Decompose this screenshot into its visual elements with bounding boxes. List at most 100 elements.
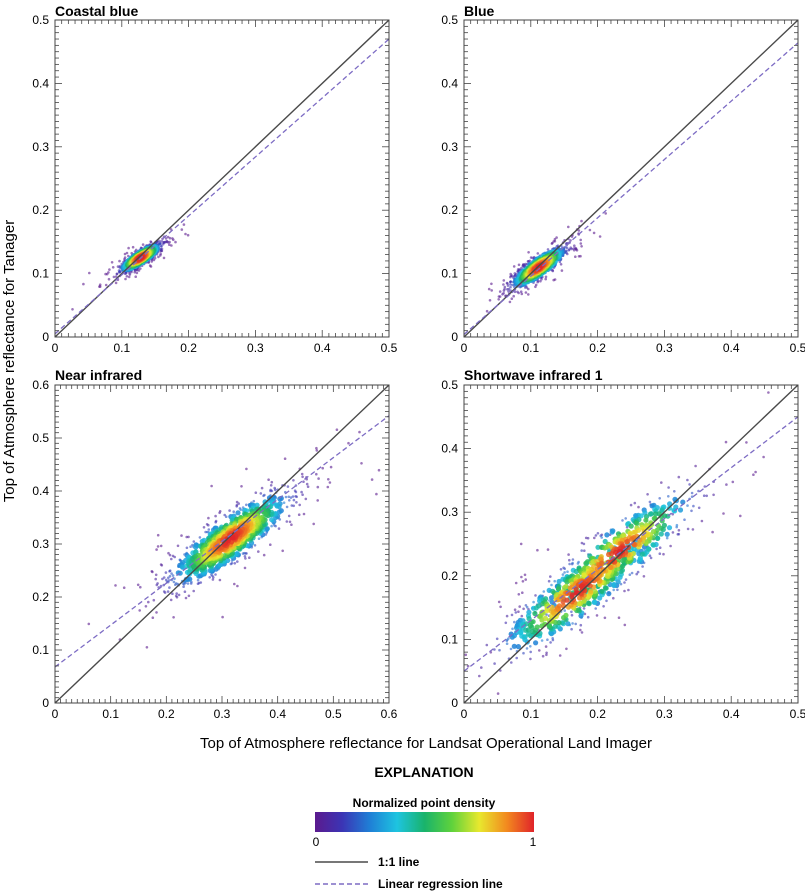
axis-ticks xyxy=(54,19,390,338)
data-point xyxy=(506,282,509,285)
y-tick-label: 0 xyxy=(451,696,458,710)
data-point xyxy=(267,478,270,482)
data-point xyxy=(634,520,640,527)
y-tick-label: 0.2 xyxy=(441,569,458,583)
data-point xyxy=(288,520,292,524)
data-point xyxy=(252,499,256,503)
data-point xyxy=(290,504,294,507)
x-tick-label: 0.3 xyxy=(247,341,264,355)
data-point xyxy=(675,525,678,529)
data-point xyxy=(174,594,178,598)
data-point xyxy=(529,624,535,630)
data-point xyxy=(574,622,577,626)
data-point xyxy=(767,391,770,394)
data-point xyxy=(283,457,287,461)
data-point xyxy=(233,562,237,565)
data-point xyxy=(82,282,85,286)
data-point xyxy=(170,557,173,561)
x-tick-label: 0.3 xyxy=(656,707,673,721)
data-point xyxy=(202,526,206,529)
data-point xyxy=(556,603,563,609)
data-point xyxy=(208,576,211,579)
data-point xyxy=(269,517,275,523)
data-point xyxy=(478,674,481,678)
data-point xyxy=(518,605,521,608)
data-point xyxy=(466,664,470,668)
data-point xyxy=(214,573,217,576)
y-tick-label: 0 xyxy=(42,696,49,710)
data-point xyxy=(532,610,538,617)
data-point xyxy=(702,494,706,498)
data-point xyxy=(248,556,251,559)
data-point xyxy=(154,577,157,581)
data-point xyxy=(499,605,502,609)
panel-title: Coastal blue xyxy=(55,3,138,19)
y-tick-label: 0.5 xyxy=(32,431,49,445)
legend-label: 1:1 line xyxy=(378,855,420,869)
data-point xyxy=(114,584,117,587)
data-point xyxy=(138,609,141,612)
data-point xyxy=(648,500,652,504)
data-point xyxy=(292,479,295,482)
data-point xyxy=(563,583,569,590)
data-point xyxy=(528,259,532,263)
data-point xyxy=(658,531,664,537)
data-point xyxy=(160,564,164,567)
data-point xyxy=(107,277,111,281)
data-point xyxy=(139,585,142,589)
data-point xyxy=(560,269,564,272)
y-tick-label: 0.5 xyxy=(441,378,458,392)
data-point xyxy=(224,515,228,518)
data-point xyxy=(635,572,638,576)
data-point xyxy=(172,616,175,619)
data-point xyxy=(544,277,547,281)
y-tick-labels: 0 0.1 0.2 0.3 0.4 0.5 xyxy=(441,13,458,344)
data-point xyxy=(667,486,670,489)
data-point xyxy=(111,266,115,269)
y-tick-label: 0 xyxy=(42,330,49,344)
data-point xyxy=(277,527,281,530)
y-tick-label: 0.6 xyxy=(32,378,49,392)
data-point xyxy=(676,533,680,536)
data-point xyxy=(627,588,630,592)
data-point xyxy=(559,568,563,571)
data-point xyxy=(98,283,102,287)
data-point xyxy=(498,290,502,293)
data-point xyxy=(650,542,656,548)
data-point xyxy=(171,574,175,577)
data-point xyxy=(184,232,187,236)
data-point xyxy=(207,528,211,531)
data-point xyxy=(108,268,111,271)
data-point xyxy=(152,598,156,602)
data-point xyxy=(563,609,566,612)
data-point xyxy=(507,287,511,291)
data-point xyxy=(192,540,196,543)
data-point xyxy=(358,430,361,434)
data-point xyxy=(533,640,539,646)
data-point xyxy=(114,281,118,285)
data-point xyxy=(316,499,320,502)
data-point xyxy=(182,223,186,226)
data-point xyxy=(553,239,557,243)
data-point xyxy=(546,638,549,641)
data-point xyxy=(567,225,570,229)
data-point xyxy=(559,263,563,266)
data-point xyxy=(697,506,701,510)
data-point xyxy=(370,478,374,481)
data-point xyxy=(160,240,164,243)
data-point xyxy=(542,590,546,593)
data-point xyxy=(525,647,529,650)
data-point xyxy=(673,490,676,493)
density-points xyxy=(87,428,381,649)
data-point xyxy=(598,235,602,238)
data-point xyxy=(504,621,508,625)
data-point xyxy=(218,511,221,515)
data-point xyxy=(571,622,574,625)
data-point xyxy=(571,558,575,561)
data-point xyxy=(612,588,615,592)
axis-ticks xyxy=(463,19,799,338)
data-point xyxy=(585,600,592,606)
data-point xyxy=(630,571,634,575)
data-point xyxy=(136,583,140,587)
